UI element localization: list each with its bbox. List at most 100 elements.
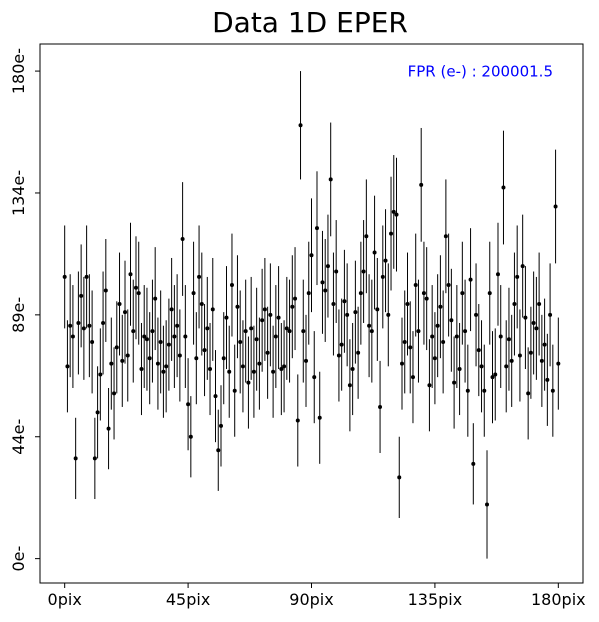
data-point	[180, 237, 185, 242]
data-point	[408, 345, 413, 350]
data-point	[276, 315, 281, 320]
data-point	[441, 339, 446, 344]
data-point	[301, 329, 306, 334]
data-point	[90, 339, 95, 344]
data-point	[194, 356, 199, 361]
data-point	[506, 337, 511, 342]
data-point	[306, 291, 311, 296]
data-point	[125, 353, 130, 358]
data-point	[463, 329, 468, 334]
data-point	[62, 274, 67, 279]
data-point	[251, 369, 256, 374]
data-point	[520, 264, 525, 269]
data-point	[531, 320, 536, 325]
data-point	[98, 372, 103, 377]
data-point	[186, 402, 191, 407]
data-point	[432, 356, 437, 361]
data-point	[331, 302, 336, 307]
data-point	[260, 318, 265, 323]
data-point	[460, 291, 465, 296]
data-point	[400, 361, 404, 366]
data-point	[202, 348, 207, 353]
data-point	[438, 304, 443, 309]
data-point	[150, 329, 155, 334]
data-point	[139, 367, 144, 372]
data-point	[430, 334, 435, 339]
data-point	[268, 312, 273, 317]
data-point	[164, 364, 169, 369]
data-point	[553, 204, 558, 209]
data-point	[386, 312, 391, 317]
data-point	[454, 334, 459, 339]
data-point	[128, 272, 133, 277]
data-point	[172, 334, 177, 339]
data-point	[394, 212, 399, 217]
data-point	[548, 312, 553, 317]
data-point	[498, 334, 503, 339]
data-point	[87, 323, 92, 328]
data-point	[350, 367, 355, 372]
data-point	[70, 334, 75, 339]
data-point	[485, 502, 490, 507]
data-point	[317, 415, 322, 420]
data-point	[153, 296, 158, 301]
annotation: FPR (e-) : 200001.5	[408, 63, 553, 81]
data-point	[372, 250, 377, 255]
data-point	[528, 350, 533, 355]
data-point	[282, 364, 287, 369]
data-point	[389, 231, 394, 236]
data-point	[131, 329, 136, 334]
data-point	[106, 426, 111, 431]
data-point	[232, 388, 237, 393]
y-tick-label: 89e-	[9, 297, 28, 333]
data-point	[356, 350, 361, 355]
data-point	[265, 350, 270, 355]
data-point	[123, 310, 128, 315]
data-point	[144, 337, 149, 342]
data-point	[479, 364, 484, 369]
data-point	[512, 302, 517, 307]
data-point	[427, 383, 432, 388]
data-point	[279, 367, 284, 372]
data-point	[295, 418, 300, 423]
data-point	[175, 323, 180, 328]
data-point	[65, 364, 70, 369]
data-point	[446, 283, 451, 288]
data-point	[273, 334, 278, 339]
data-point	[243, 329, 248, 334]
data-point	[545, 377, 550, 382]
data-point	[208, 367, 213, 372]
data-point	[383, 258, 388, 263]
y-tick-label: 180e-	[9, 48, 28, 94]
data-point	[224, 315, 229, 320]
data-point	[517, 353, 522, 358]
data-point	[504, 364, 509, 369]
data-point	[109, 361, 114, 366]
data-point	[136, 291, 141, 296]
data-point	[443, 234, 448, 239]
data-point	[293, 296, 298, 301]
y-tick-label: 0e-	[9, 546, 28, 572]
data-point	[205, 326, 210, 331]
data-point	[413, 283, 418, 288]
data-point	[556, 361, 561, 366]
data-point	[495, 272, 500, 277]
data-point	[339, 342, 344, 347]
data-point	[271, 369, 276, 374]
data-point	[534, 326, 539, 331]
data-point	[103, 288, 108, 293]
data-point	[81, 326, 86, 331]
data-point	[161, 369, 166, 374]
data-point	[287, 329, 292, 334]
data-point	[419, 182, 424, 187]
data-point	[290, 304, 295, 309]
data-point	[334, 269, 339, 274]
data-point	[68, 323, 73, 328]
x-tick-label: 90pix	[289, 590, 333, 609]
x-tick-label: 45pix	[166, 590, 210, 609]
data-point	[210, 307, 215, 312]
data-point	[405, 302, 410, 307]
data-point	[375, 307, 380, 312]
data-point	[358, 291, 363, 296]
data-point	[397, 475, 402, 480]
